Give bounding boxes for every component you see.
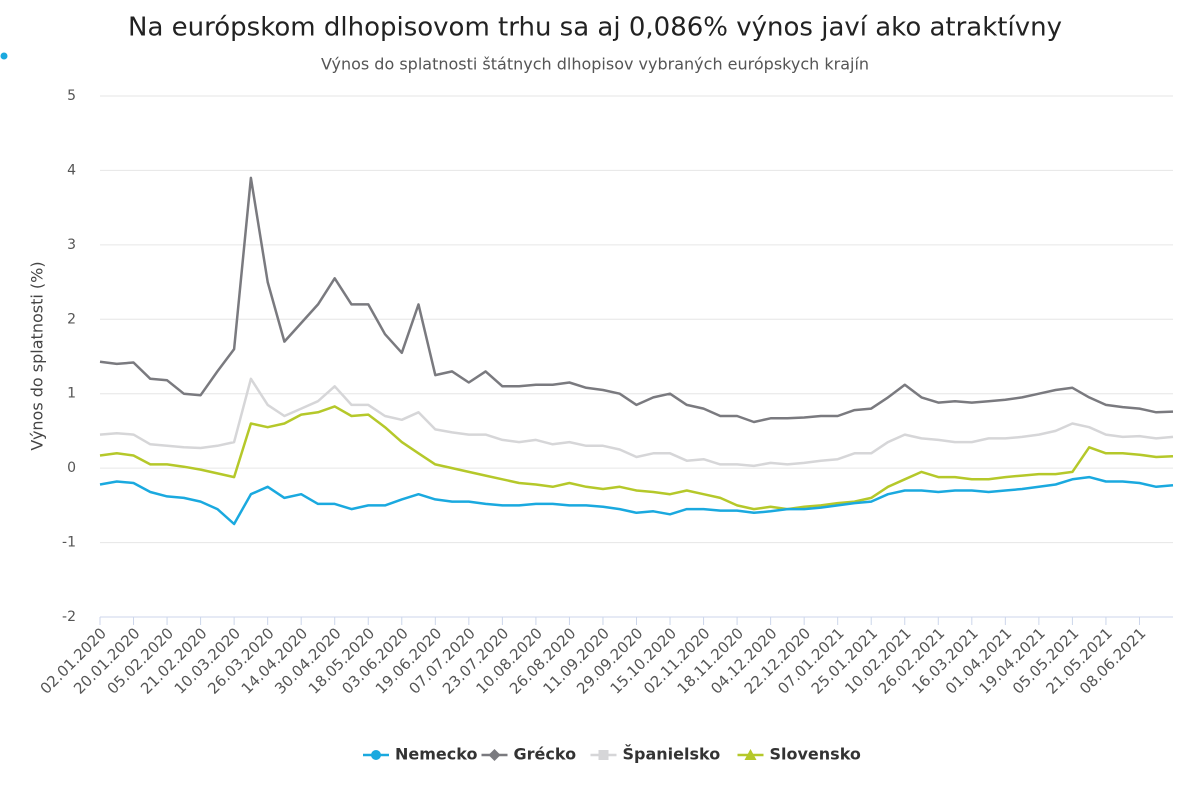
series-line <box>99 377 1174 468</box>
chart-subtitle: Výnos do splatnosti štátnych dlhopisov v… <box>321 55 869 74</box>
series-line <box>99 475 1174 526</box>
y-axis-label: Výnos do splatnosti (%) <box>28 261 47 450</box>
legend-marker <box>371 750 381 760</box>
indicator-dot <box>0 52 8 60</box>
legend-label: Španielsko <box>623 745 721 764</box>
y-tick-label: 2 <box>67 311 76 327</box>
y-tick-label: -2 <box>62 609 76 625</box>
chart-title: Na európskom dlhopisovom trhu sa aj 0,08… <box>128 13 1062 43</box>
legend-label: Nemecko <box>395 745 477 764</box>
y-tick-label: 4 <box>67 162 76 178</box>
y-tick-label: 0 <box>67 460 76 476</box>
legend-label: Grécko <box>514 745 577 764</box>
legend-marker <box>744 749 757 760</box>
series-line <box>99 405 1174 511</box>
y-tick-label: 3 <box>67 237 76 253</box>
legend-marker <box>598 750 609 760</box>
legend-marker <box>488 749 501 761</box>
legend-label: Slovensko <box>770 745 861 764</box>
y-tick-label: 5 <box>67 88 76 104</box>
y-tick-label: 1 <box>67 386 76 402</box>
y-tick-label: -1 <box>62 535 76 551</box>
series-line <box>99 176 1174 424</box>
